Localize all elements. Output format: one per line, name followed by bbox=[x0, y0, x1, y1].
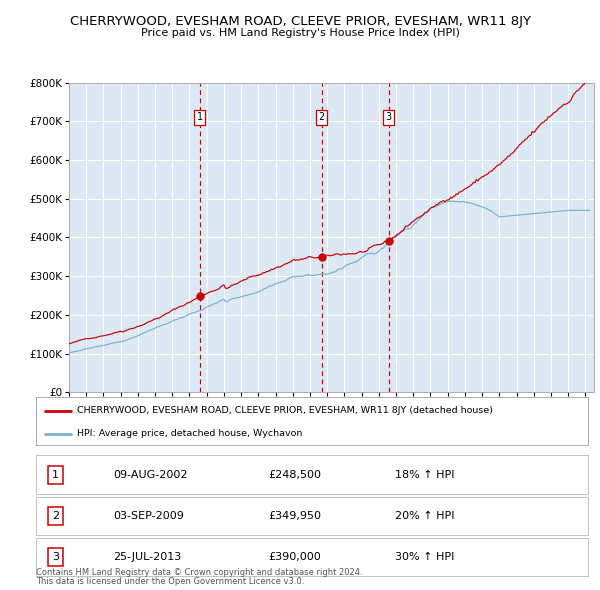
Text: 1: 1 bbox=[52, 470, 59, 480]
Text: 3: 3 bbox=[52, 552, 59, 562]
Text: 30% ↑ HPI: 30% ↑ HPI bbox=[395, 552, 454, 562]
Text: £390,000: £390,000 bbox=[268, 552, 320, 562]
Text: 09-AUG-2002: 09-AUG-2002 bbox=[113, 470, 188, 480]
Text: CHERRYWOOD, EVESHAM ROAD, CLEEVE PRIOR, EVESHAM, WR11 8JY: CHERRYWOOD, EVESHAM ROAD, CLEEVE PRIOR, … bbox=[70, 15, 530, 28]
Text: Price paid vs. HM Land Registry's House Price Index (HPI): Price paid vs. HM Land Registry's House … bbox=[140, 28, 460, 38]
Text: HPI: Average price, detached house, Wychavon: HPI: Average price, detached house, Wych… bbox=[77, 430, 303, 438]
Text: 1: 1 bbox=[197, 113, 203, 123]
Text: CHERRYWOOD, EVESHAM ROAD, CLEEVE PRIOR, EVESHAM, WR11 8JY (detached house): CHERRYWOOD, EVESHAM ROAD, CLEEVE PRIOR, … bbox=[77, 406, 493, 415]
Text: Contains HM Land Registry data © Crown copyright and database right 2024.: Contains HM Land Registry data © Crown c… bbox=[36, 568, 362, 577]
Text: This data is licensed under the Open Government Licence v3.0.: This data is licensed under the Open Gov… bbox=[36, 578, 304, 586]
Text: 18% ↑ HPI: 18% ↑ HPI bbox=[395, 470, 454, 480]
Text: 03-SEP-2009: 03-SEP-2009 bbox=[113, 511, 184, 521]
Text: 20% ↑ HPI: 20% ↑ HPI bbox=[395, 511, 454, 521]
Text: £248,500: £248,500 bbox=[268, 470, 321, 480]
Text: 3: 3 bbox=[385, 113, 392, 123]
Text: 25-JUL-2013: 25-JUL-2013 bbox=[113, 552, 182, 562]
Text: 2: 2 bbox=[319, 113, 325, 123]
Text: 2: 2 bbox=[52, 511, 59, 521]
Text: £349,950: £349,950 bbox=[268, 511, 321, 521]
